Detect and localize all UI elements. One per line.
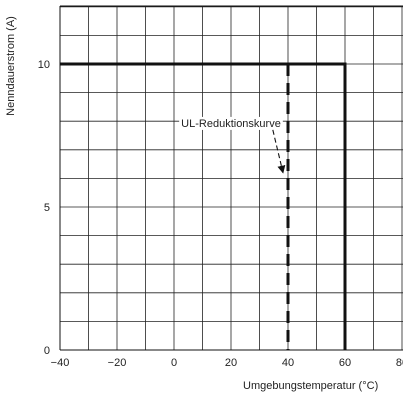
annotation-arrow — [272, 129, 286, 174]
annotation-label-bg — [179, 116, 283, 130]
tick-labels: −40 −20 0 20 40 60 80 0 5 10 — [38, 59, 403, 369]
x-tick-label: 40 — [282, 357, 294, 369]
x-tick-label: −40 — [51, 357, 70, 369]
y-tick-label: 0 — [44, 345, 50, 357]
grid — [59, 6, 403, 351]
y-axis-title: Nenndauerstrom (A) — [5, 16, 17, 116]
x-tick-label: 60 — [339, 357, 351, 369]
x-tick-label: 0 — [171, 357, 177, 369]
annotation-group: UL-Reduktionskurve — [179, 116, 286, 174]
y-tick-label: 5 — [44, 202, 50, 214]
annotation-label: UL-Reduktionskurve — [181, 118, 281, 130]
series-group — [60, 62, 347, 350]
x-tick-label: 20 — [225, 357, 237, 369]
x-axis-title: Umgebungstemperatur (°C) — [243, 380, 378, 392]
axis-labels: Umgebungstemperatur (°C) Nenndauerstrom (… — [5, 16, 378, 392]
x-tick-label: −20 — [108, 357, 127, 369]
x-tick-label: 80 — [396, 357, 403, 369]
y-tick-label: 10 — [38, 59, 50, 71]
series-rated-current-line — [60, 62, 347, 350]
